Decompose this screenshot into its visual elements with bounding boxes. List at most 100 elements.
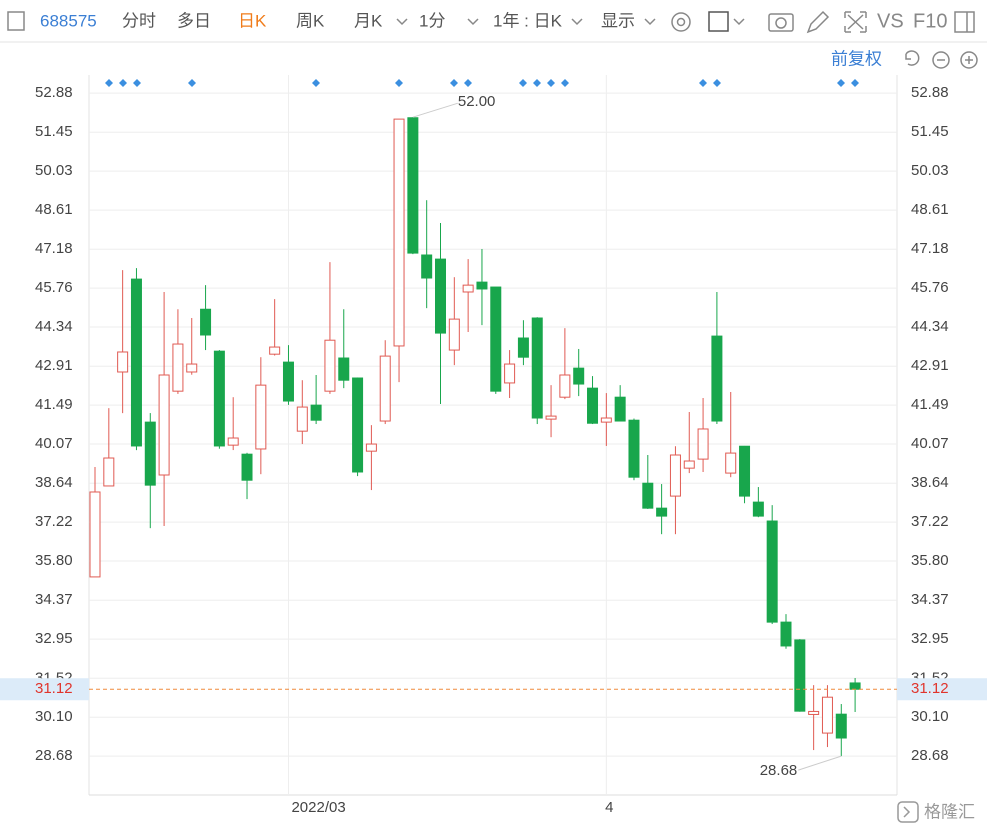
y-tick-label: 28.68 bbox=[35, 747, 73, 764]
overlay: 52.00 28.68 31.12 31.12 bbox=[0, 93, 987, 779]
y-tick-label: 40.07 bbox=[35, 435, 73, 452]
candle-body bbox=[435, 258, 446, 334]
max-label: 52.00 bbox=[458, 93, 496, 110]
y-tick-label: 52.88 bbox=[35, 84, 73, 101]
tab[interactable]: 分时 bbox=[122, 11, 156, 30]
range[interactable]: 1年 : 日K bbox=[493, 11, 563, 30]
camera-lens bbox=[775, 17, 787, 29]
display[interactable]: 显示 bbox=[601, 11, 635, 30]
candle-body bbox=[227, 437, 239, 446]
candle-body bbox=[559, 374, 571, 398]
vs-button[interactable]: VS bbox=[877, 10, 904, 32]
candle-body bbox=[821, 696, 833, 734]
y-tick-label-right: 41.49 bbox=[911, 396, 949, 413]
chevron[interactable] bbox=[644, 18, 656, 26]
candle-body bbox=[531, 317, 543, 419]
zoom-out[interactable] bbox=[932, 51, 950, 69]
y-tick-label-right: 45.76 bbox=[911, 279, 949, 296]
candle-body bbox=[600, 417, 612, 423]
candles bbox=[89, 117, 861, 757]
tab[interactable]: 月K bbox=[354, 11, 383, 30]
camera-icon[interactable] bbox=[768, 13, 794, 32]
y-tick-label-right: 30.10 bbox=[911, 708, 949, 725]
candle-body bbox=[117, 351, 129, 373]
fullscreen-icon[interactable] bbox=[844, 11, 867, 33]
candle-body bbox=[393, 118, 405, 347]
f10-button[interactable]: F10 bbox=[913, 10, 947, 32]
y-tick-label-right: 42.91 bbox=[911, 357, 949, 374]
candle-body bbox=[421, 254, 433, 279]
chevron[interactable] bbox=[467, 18, 479, 26]
y-tick-label-right: 48.61 bbox=[911, 201, 949, 218]
y-tick-label-right: 28.68 bbox=[911, 747, 949, 764]
reset-icon[interactable] bbox=[905, 50, 920, 66]
candle-body bbox=[711, 335, 723, 422]
y-tick-label-right: 44.34 bbox=[911, 318, 949, 335]
candle-body bbox=[725, 452, 737, 474]
candle-body bbox=[130, 278, 142, 447]
y-tick-label-right: 47.18 bbox=[911, 240, 949, 257]
y-tick-label: 44.34 bbox=[35, 318, 73, 335]
x-tick-label: 4 bbox=[605, 799, 613, 816]
panel-toggle[interactable] bbox=[954, 11, 975, 33]
tab[interactable]: 多日 bbox=[177, 11, 211, 30]
candle-body bbox=[310, 404, 322, 421]
candle-body bbox=[517, 337, 529, 358]
y-tick-label: 30.10 bbox=[35, 708, 73, 725]
color-box[interactable] bbox=[708, 11, 729, 32]
candle-body bbox=[144, 421, 156, 486]
y-tick-label: 34.37 bbox=[35, 591, 73, 608]
y-tick-label: 35.80 bbox=[35, 552, 73, 569]
y-tick-label-right: 35.80 bbox=[911, 552, 949, 569]
settings-icon[interactable] bbox=[671, 12, 691, 32]
chevron[interactable] bbox=[733, 18, 745, 26]
candle-body bbox=[448, 318, 460, 351]
y-tick-label-right: 38.64 bbox=[911, 474, 949, 491]
candle-body bbox=[282, 361, 294, 402]
candle-body bbox=[628, 419, 640, 478]
chevron[interactable] bbox=[571, 18, 583, 26]
draw-icon[interactable] bbox=[806, 10, 830, 34]
y-tick-label: 51.45 bbox=[35, 123, 73, 140]
watermark: 格隆汇 bbox=[924, 802, 975, 821]
candle-body bbox=[669, 454, 681, 497]
adjust-button[interactable]: 前复权 bbox=[831, 49, 882, 68]
y-tick-label: 42.91 bbox=[35, 357, 73, 374]
y-tick-label-right: 52.88 bbox=[911, 84, 949, 101]
zoom-in[interactable] bbox=[960, 51, 978, 69]
candle-body bbox=[476, 281, 488, 290]
candle-body bbox=[379, 355, 391, 422]
candle-body bbox=[241, 453, 253, 481]
candle-body bbox=[407, 117, 419, 254]
current-price-label-right: 31.12 bbox=[911, 680, 949, 697]
candle-body bbox=[213, 350, 225, 447]
y-tick-label: 47.18 bbox=[35, 240, 73, 257]
sidebar-toggle[interactable] bbox=[7, 11, 25, 31]
chevron[interactable] bbox=[396, 18, 408, 26]
candle-body bbox=[200, 308, 212, 336]
candle-body bbox=[642, 482, 654, 509]
price-band-right bbox=[897, 678, 987, 701]
candle-body bbox=[172, 343, 184, 392]
y-tick-label: 37.22 bbox=[35, 513, 73, 530]
candle-body bbox=[338, 357, 350, 381]
candle-body bbox=[808, 710, 820, 715]
tab[interactable]: 周K bbox=[296, 11, 325, 30]
tab-active[interactable]: 日K bbox=[238, 11, 267, 30]
candle-body bbox=[296, 406, 308, 432]
y-tick-label-right: 32.95 bbox=[911, 630, 949, 647]
candle-body bbox=[835, 713, 847, 739]
candle-body bbox=[504, 363, 516, 384]
candle-body bbox=[656, 507, 668, 517]
candle-body bbox=[255, 384, 267, 450]
y-tick-label: 32.95 bbox=[35, 630, 73, 647]
candle-body bbox=[89, 491, 101, 578]
y-tick-label-right: 51.45 bbox=[911, 123, 949, 140]
stock-code[interactable]: 688575 bbox=[40, 11, 97, 30]
y-tick-label: 38.64 bbox=[35, 474, 73, 491]
interval[interactable]: 1分 bbox=[419, 11, 445, 30]
price-band-left bbox=[0, 678, 89, 701]
zoom-in-sign bbox=[965, 56, 973, 64]
